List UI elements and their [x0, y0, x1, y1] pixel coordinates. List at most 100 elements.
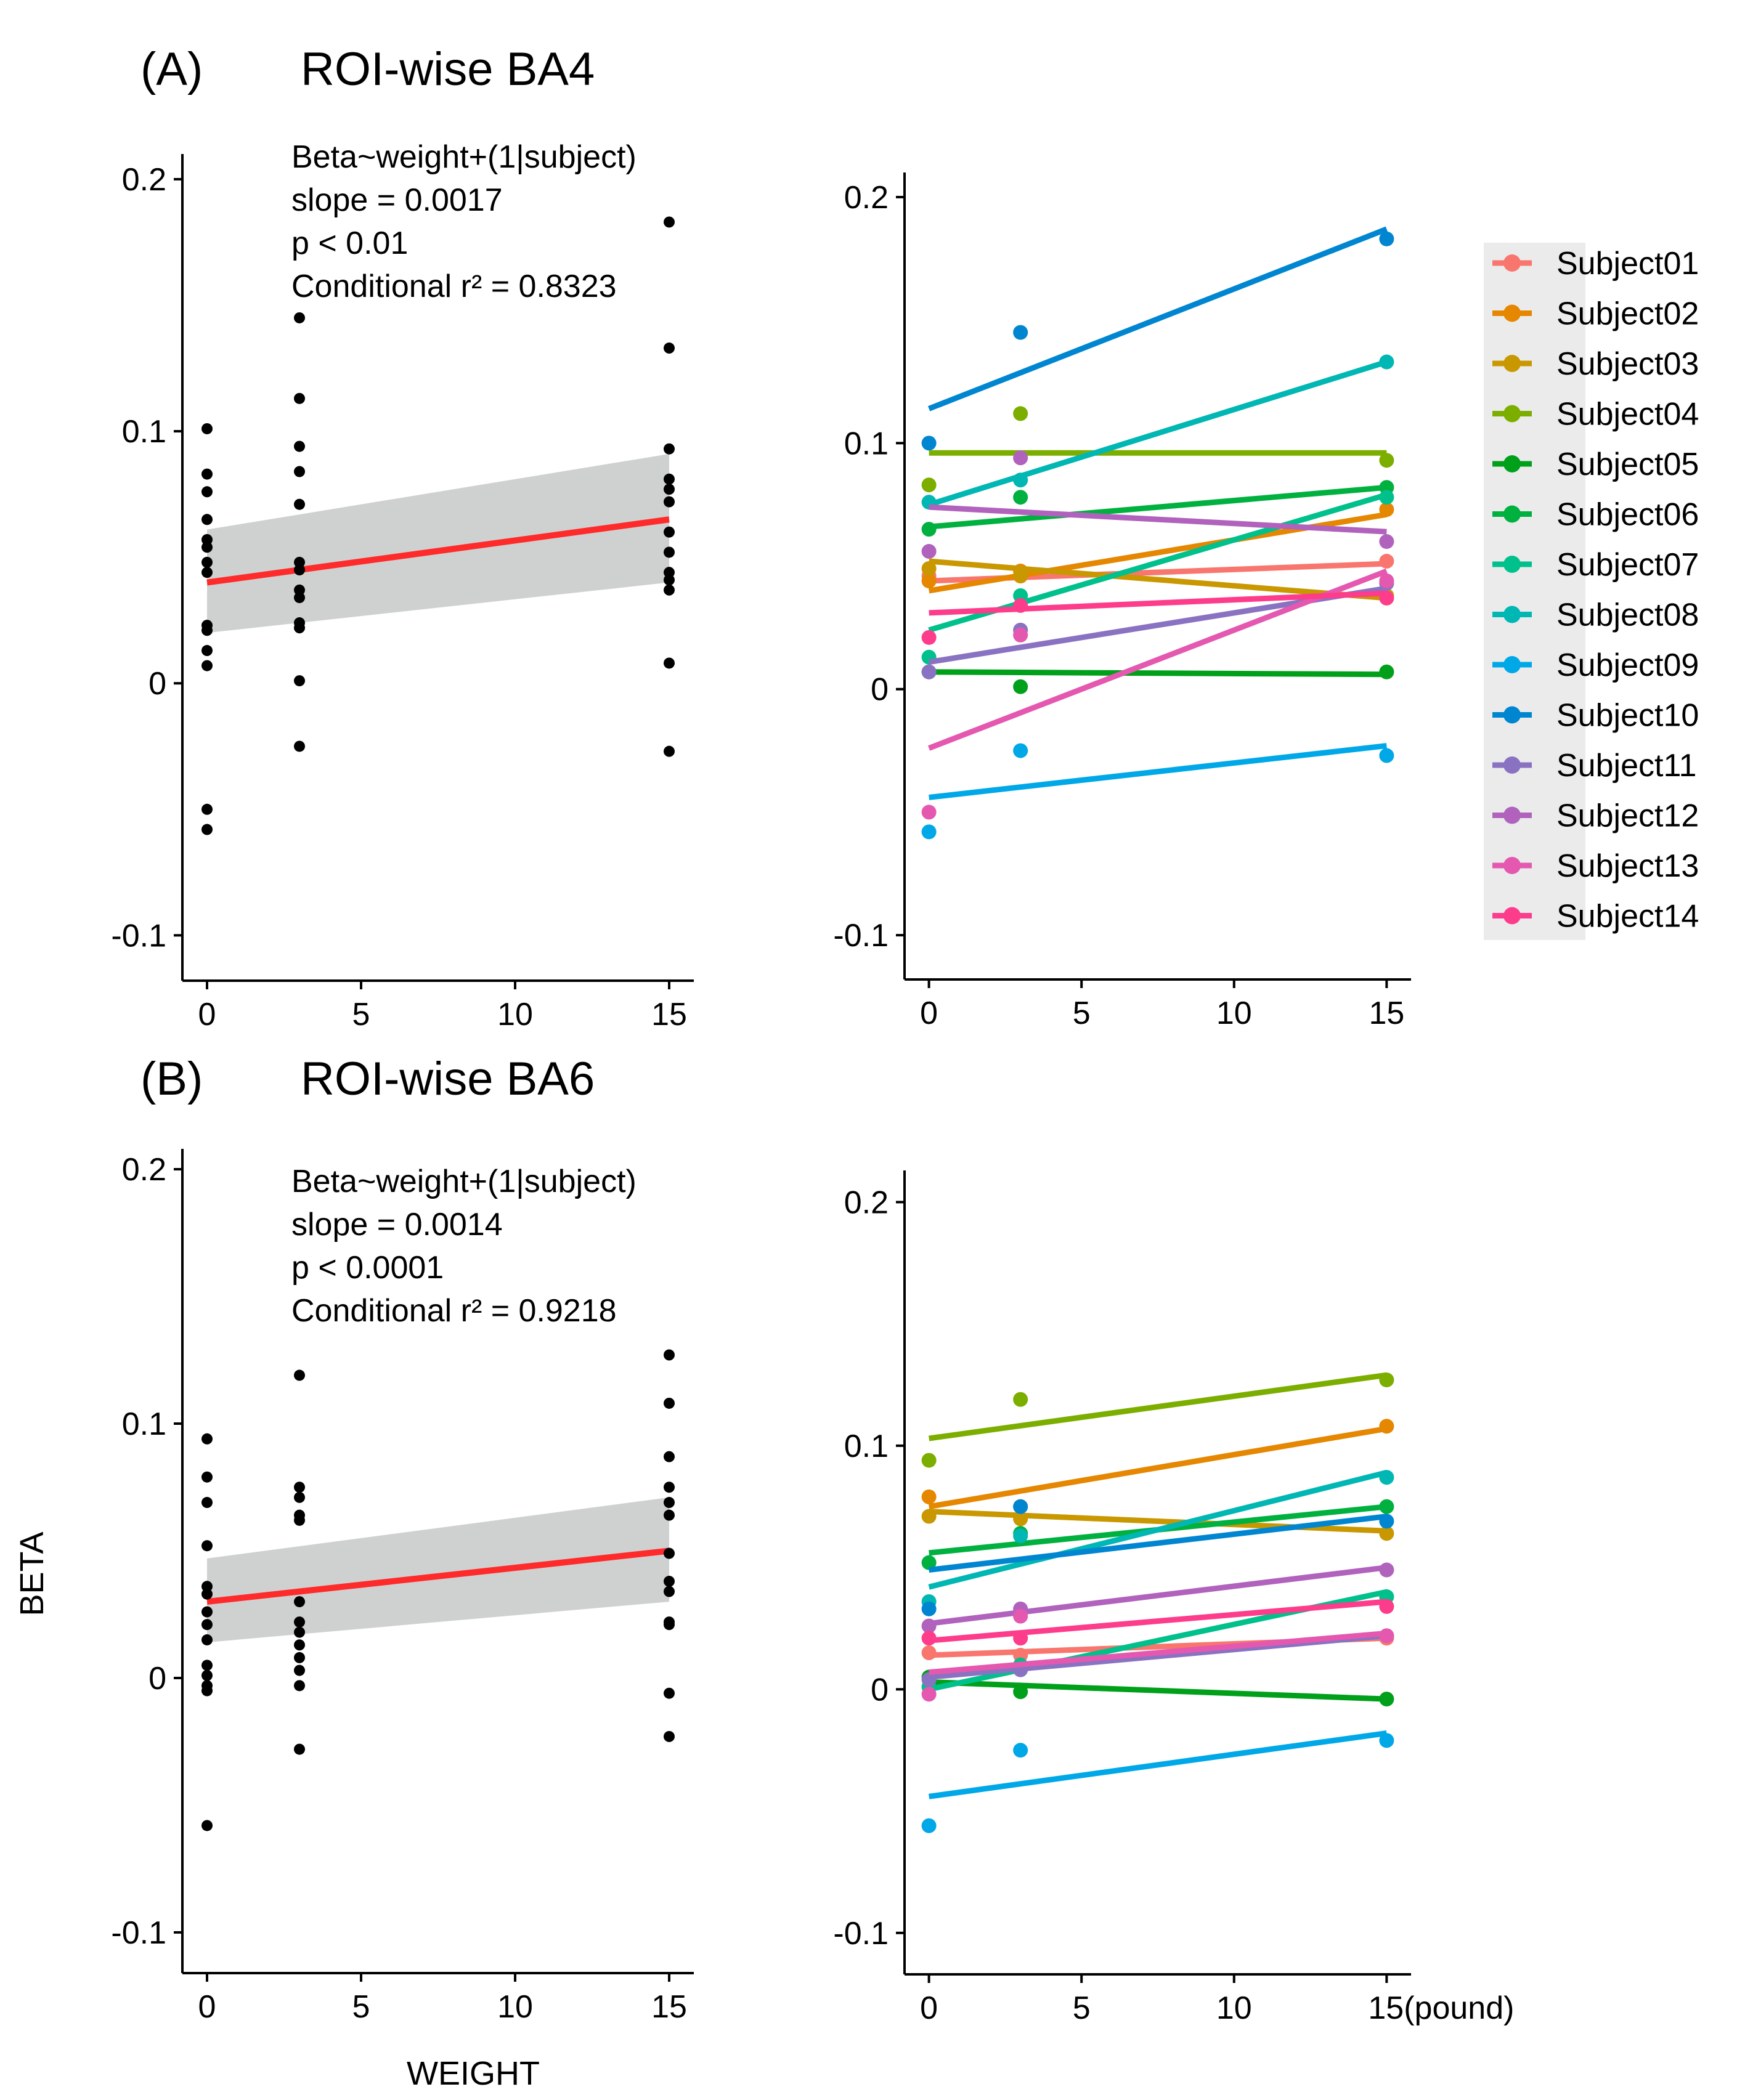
subject-point	[921, 544, 937, 559]
subject-fit-line	[929, 1599, 1387, 1644]
data-point	[294, 740, 305, 752]
subject-fit-line	[929, 1679, 1387, 1702]
subject-point	[1379, 1733, 1394, 1748]
x-tick-label: 10	[1216, 1990, 1252, 2026]
panel-label-a: (A)	[140, 43, 203, 95]
y-tick-label: -0.1	[833, 1916, 889, 1952]
data-point	[201, 803, 213, 815]
x-tick-label: 15	[1369, 995, 1404, 1031]
legend-label: Subject13	[1556, 848, 1699, 884]
data-point	[294, 1491, 305, 1503]
legend-label: Subject08	[1556, 598, 1699, 633]
confidence-band	[207, 453, 669, 633]
legend-label: Subject02	[1556, 296, 1699, 332]
data-point	[201, 1581, 213, 1592]
data-point	[294, 1616, 305, 1628]
legend-key-dot	[1503, 706, 1521, 724]
subject-point	[1379, 453, 1394, 468]
x-tick-label: 5	[352, 997, 370, 1032]
x-tick-label: 0	[198, 1989, 216, 2025]
subject-fit-line	[929, 1632, 1387, 1680]
data-point	[201, 1540, 213, 1552]
data-point	[664, 1547, 675, 1559]
subject-point	[921, 1687, 937, 1702]
data-point	[201, 1471, 213, 1483]
stats-annotation-line: p < 0.0001	[291, 1250, 444, 1286]
subject-point	[1013, 679, 1028, 694]
data-point	[294, 1369, 305, 1381]
legend-key-dot	[1503, 806, 1521, 824]
subject-point	[1013, 743, 1028, 758]
data-point	[294, 1639, 305, 1651]
data-point	[664, 443, 675, 455]
data-point	[294, 312, 305, 323]
data-point	[664, 1576, 675, 1587]
subject-point	[921, 805, 937, 820]
x-tick-label: 10	[497, 1989, 533, 2025]
legend-key-dot	[1503, 304, 1521, 322]
data-point	[201, 486, 213, 498]
y-tick-label: 0.1	[122, 1406, 166, 1442]
subject-point	[1379, 231, 1394, 246]
legend-key-dot	[1503, 907, 1521, 925]
subject-fit-line	[928, 359, 1388, 508]
plot-b-right-lines: -0.1 0 0.1 0.2 0 5 10 15(pound)	[833, 1170, 1514, 2026]
subject-point	[1013, 1528, 1028, 1544]
subject-point	[921, 1453, 937, 1468]
legend-key-dot	[1503, 556, 1521, 573]
subject-fit-line	[929, 669, 1387, 678]
legend-key-dot	[1503, 455, 1521, 472]
data-point	[664, 1619, 675, 1631]
y-tick-label: 0.2	[122, 1152, 166, 1188]
data-point	[294, 466, 305, 477]
y-tick-label: 0.2	[844, 180, 889, 216]
subject-point	[1013, 325, 1028, 340]
data-point	[294, 1596, 305, 1608]
data-point	[294, 1743, 305, 1755]
stats-annotation-line: Conditional r² = 0.9218	[291, 1293, 617, 1329]
data-point	[201, 1669, 213, 1681]
subject-point	[1379, 748, 1394, 763]
subject-point	[921, 561, 937, 577]
data-point	[201, 1685, 213, 1697]
x-tick-label: 10	[1216, 995, 1252, 1031]
data-point	[201, 556, 213, 568]
subject-point	[1013, 490, 1028, 505]
subject-point	[921, 573, 937, 588]
data-point	[294, 498, 305, 510]
subject-point	[1013, 1608, 1028, 1624]
data-point	[201, 1660, 213, 1671]
x-tick-label: 5	[352, 1989, 370, 2025]
data-point	[294, 1664, 305, 1676]
subject-fit-line	[929, 1565, 1387, 1627]
x-tick-label: 0	[198, 997, 216, 1032]
subject-point	[921, 1489, 937, 1504]
data-point	[201, 1433, 213, 1445]
data-point	[664, 343, 675, 354]
subject-fit-line	[929, 484, 1387, 530]
data-point	[201, 1634, 213, 1646]
legend-key-dot	[1503, 505, 1521, 523]
plot-a-left-scatter: -0.1 0 0.1 0.2 0 5 10 15 Beta~weight+(1|subject)…	[111, 139, 694, 1032]
data-point	[201, 541, 213, 553]
data-point	[664, 1451, 675, 1462]
y-tick-label: 0.2	[844, 1185, 889, 1220]
x-unit-label: (pound)	[1404, 1990, 1514, 2026]
data-point	[664, 473, 675, 485]
data-point	[664, 584, 675, 596]
data-point	[664, 1687, 675, 1699]
x-tick-label: 0	[920, 995, 938, 1031]
data-point	[294, 1626, 305, 1638]
subject-fit-line	[928, 1469, 1388, 1590]
x-tick-label: 15	[651, 997, 687, 1032]
data-point	[294, 1482, 305, 1493]
stats-annotation-line: slope = 0.0014	[291, 1207, 503, 1243]
regression-line	[206, 516, 670, 586]
subject-point	[1013, 1392, 1028, 1407]
legend-background	[1484, 243, 1585, 940]
stats-annotation-line: p < 0.01	[291, 225, 408, 261]
subject-fit-line	[929, 558, 1387, 601]
data-point	[664, 574, 675, 586]
data-point	[294, 622, 305, 634]
subject-point	[921, 664, 937, 679]
